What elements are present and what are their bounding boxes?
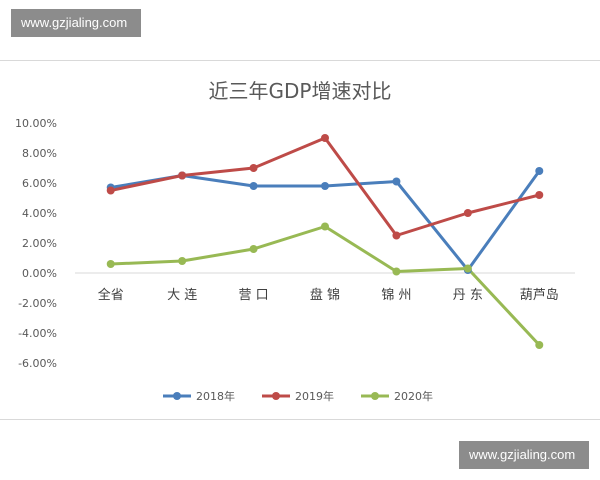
data-point: [321, 222, 329, 231]
x-category-label: 全省: [98, 287, 124, 303]
legend-label-0: 2018年: [196, 389, 235, 403]
y-tick-label: 10.00%: [15, 117, 57, 130]
data-point: [321, 182, 329, 190]
legend-label-1: 2019年: [295, 389, 334, 403]
y-tick-label: 2.00%: [22, 237, 57, 250]
y-tick-label: 8.00%: [22, 147, 57, 160]
data-point: [178, 257, 187, 265]
legend-label-2: 2020年: [394, 389, 433, 403]
data-point: [463, 264, 472, 273]
data-point: [392, 267, 401, 276]
y-tick-label: -6.00%: [18, 357, 57, 370]
data-point: [178, 171, 187, 180]
x-category-label: 葫芦岛: [520, 287, 559, 303]
data-point: [392, 177, 401, 186]
legend-marker-2: [371, 392, 379, 400]
y-tick-label: 6.00%: [22, 177, 57, 190]
chart-title: 近三年GDP增速对比: [209, 79, 392, 103]
legend-marker-1: [272, 392, 280, 400]
watermark-bottom: www.gzjialing.com: [459, 441, 589, 469]
y-tick-label: -4.00%: [18, 327, 57, 340]
data-point: [249, 182, 258, 190]
x-category-label: 营 口: [239, 288, 269, 303]
data-point: [106, 260, 115, 268]
line-chart: 近三年GDP增速对比 10.00% 8.00% 6.00% 4.00% 2.00% 0.0…: [0, 60, 600, 420]
legend-marker-0: [173, 392, 181, 400]
data-point: [392, 231, 401, 240]
y-tick-label: -2.00%: [18, 297, 57, 310]
data-point: [321, 134, 329, 142]
x-category-label: 盘 锦: [310, 287, 340, 303]
data-point: [535, 191, 544, 199]
y-tick-label: 0.00%: [22, 267, 57, 280]
data-point: [249, 245, 258, 253]
data-point: [249, 164, 258, 172]
series-line-2: [109, 225, 541, 347]
watermark-top: www.gzjialing.com: [11, 9, 141, 37]
x-category-label: 大 连: [167, 287, 197, 303]
y-tick-label: 4.00%: [22, 207, 57, 220]
data-point: [106, 186, 115, 195]
data-point: [535, 167, 544, 175]
x-category-label: 丹 东: [453, 288, 483, 303]
data-point: [463, 209, 472, 217]
data-point: [535, 341, 544, 349]
x-category-label: 锦 州: [381, 288, 411, 303]
